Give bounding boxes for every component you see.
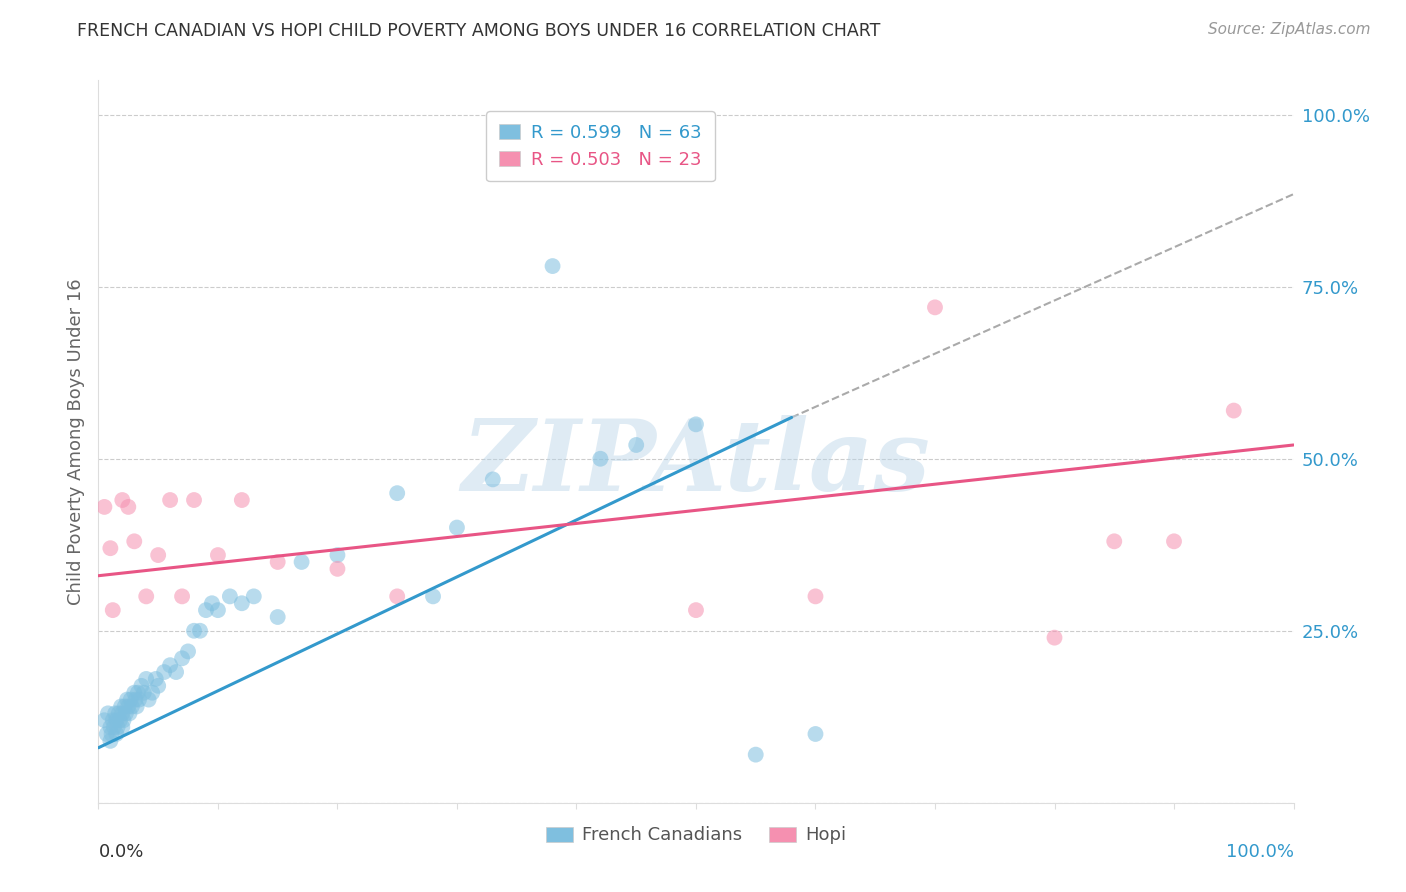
Point [97,706,120,721]
Point [148,548,170,562]
Point [159,493,181,508]
Point [165,665,187,679]
Point [100,727,122,741]
Point [125,699,148,714]
Point [120,692,142,706]
Point [183,624,205,638]
Point [1043,631,1066,645]
Point [1223,403,1246,417]
Point [128,692,150,706]
Point [385,590,409,604]
Point [804,590,827,604]
Point [326,562,349,576]
Point [115,692,138,706]
Point [98,734,122,748]
Point [104,706,127,721]
Point [195,603,218,617]
Point [93,713,115,727]
Point [117,699,139,714]
Point [132,686,155,700]
Point [626,438,648,452]
Point [422,590,444,604]
Point [124,692,146,706]
Point [153,665,176,679]
Point [111,706,134,721]
Point [219,590,242,604]
Point [105,727,128,741]
Point [685,417,707,432]
Point [207,603,229,617]
Point [138,692,160,706]
Point [121,699,143,714]
Point [118,706,141,721]
Point [101,603,124,617]
Point [326,548,349,562]
Point [924,301,946,315]
Point [108,713,131,727]
Point [804,727,827,741]
Point [745,747,768,762]
Point [481,472,505,486]
Text: 100.0%: 100.0% [1226,843,1294,861]
Point [98,541,122,556]
Point [98,720,122,734]
Point [231,596,253,610]
Point [446,520,468,534]
Point [148,679,170,693]
Point [1104,534,1126,549]
Text: FRENCH CANADIAN VS HOPI CHILD POVERTY AMONG BOYS UNDER 16 CORRELATION CHART: FRENCH CANADIAN VS HOPI CHILD POVERTY AM… [77,22,880,40]
Y-axis label: Child Poverty Among Boys Under 16: Child Poverty Among Boys Under 16 [66,278,84,605]
Point [183,493,205,508]
Point [541,259,564,273]
Point [103,720,125,734]
Point [145,672,167,686]
Point [291,555,314,569]
Text: 0.0%: 0.0% [98,843,143,861]
Point [96,727,118,741]
Point [111,493,134,508]
Point [385,486,409,500]
Point [159,658,181,673]
Point [112,713,135,727]
Point [110,699,132,714]
Point [131,679,153,693]
Point [589,451,612,466]
Point [101,713,124,727]
Point [1163,534,1185,549]
Point [107,720,129,734]
Point [105,713,128,727]
Point [93,500,115,514]
Point [188,624,211,638]
Point [135,590,157,604]
Point [267,555,290,569]
Point [111,720,134,734]
Point [141,686,163,700]
Text: ZIPAtlas: ZIPAtlas [461,415,931,511]
Text: Source: ZipAtlas.com: Source: ZipAtlas.com [1208,22,1371,37]
Legend: French Canadians, Hopi: French Canadians, Hopi [538,819,853,852]
Point [107,706,129,721]
Point [177,644,200,658]
Point [135,672,157,686]
Point [124,534,146,549]
Point [117,500,139,514]
Point [243,590,266,604]
Point [231,493,253,508]
Point [114,699,136,714]
Point [207,548,229,562]
Point [201,596,224,610]
Point [124,686,146,700]
Point [172,651,194,665]
Point [115,706,138,721]
Point [127,686,149,700]
Point [172,590,194,604]
Point [685,603,707,617]
Point [267,610,290,624]
